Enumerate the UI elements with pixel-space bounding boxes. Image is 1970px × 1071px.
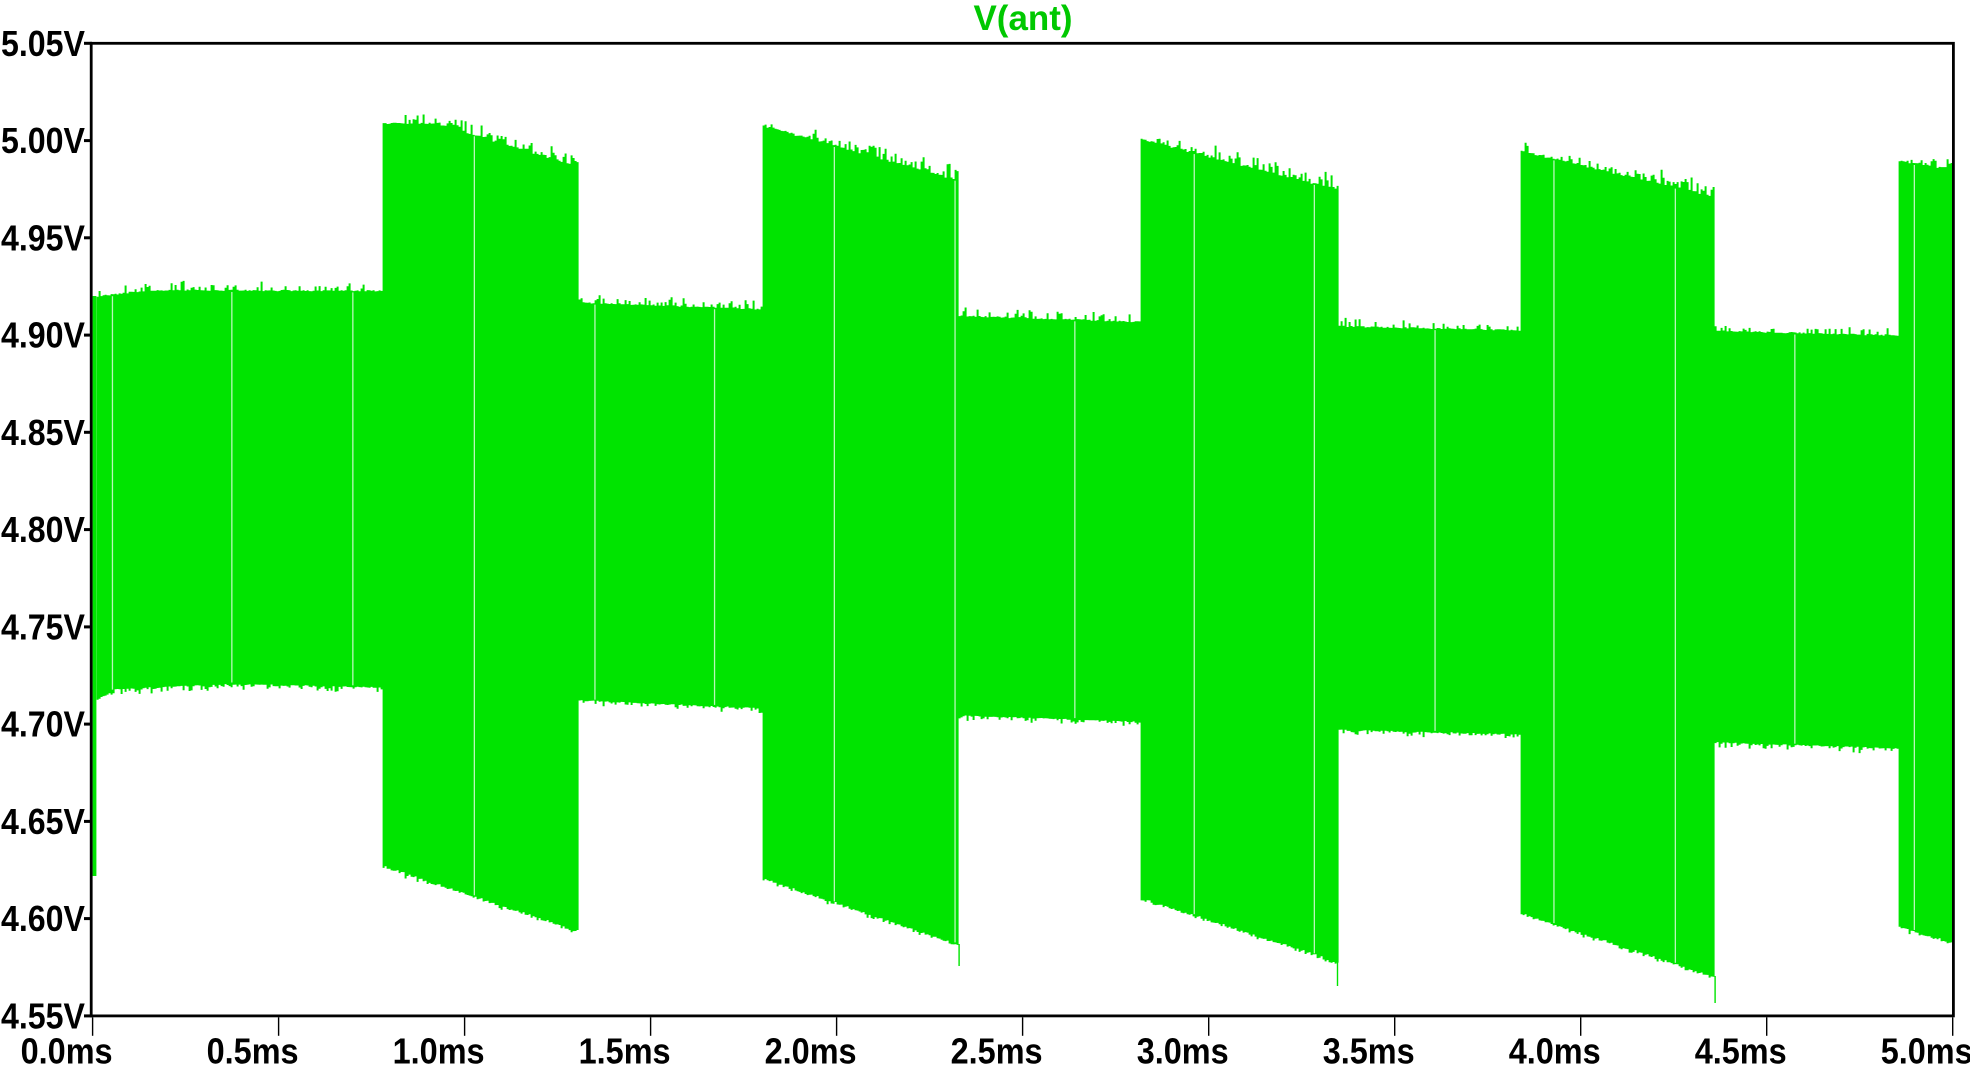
svg-text:V(ant): V(ant) xyxy=(974,0,1073,38)
svg-text:1.0ms: 1.0ms xyxy=(393,1031,485,1071)
svg-text:5.00V: 5.00V xyxy=(1,120,86,161)
svg-text:4.65V: 4.65V xyxy=(1,801,86,842)
svg-text:4.70V: 4.70V xyxy=(1,704,86,745)
svg-text:4.5ms: 4.5ms xyxy=(1695,1031,1787,1071)
svg-text:5.0ms: 5.0ms xyxy=(1881,1031,1970,1071)
svg-text:4.75V: 4.75V xyxy=(1,607,86,648)
svg-text:3.0ms: 3.0ms xyxy=(1137,1031,1229,1071)
svg-text:0.5ms: 0.5ms xyxy=(207,1031,299,1071)
svg-text:3.5ms: 3.5ms xyxy=(1323,1031,1415,1071)
svg-text:4.0ms: 4.0ms xyxy=(1509,1031,1601,1071)
svg-text:4.80V: 4.80V xyxy=(1,509,86,550)
svg-text:4.95V: 4.95V xyxy=(1,217,86,258)
svg-text:4.90V: 4.90V xyxy=(1,315,86,356)
svg-text:5.05V: 5.05V xyxy=(1,23,86,64)
svg-text:4.55V: 4.55V xyxy=(1,996,86,1037)
svg-text:1.5ms: 1.5ms xyxy=(579,1031,671,1071)
svg-text:4.60V: 4.60V xyxy=(1,898,86,939)
svg-text:2.0ms: 2.0ms xyxy=(765,1031,857,1071)
svg-text:0.0ms: 0.0ms xyxy=(21,1031,113,1071)
svg-text:2.5ms: 2.5ms xyxy=(951,1031,1043,1071)
svg-text:4.85V: 4.85V xyxy=(1,412,86,453)
